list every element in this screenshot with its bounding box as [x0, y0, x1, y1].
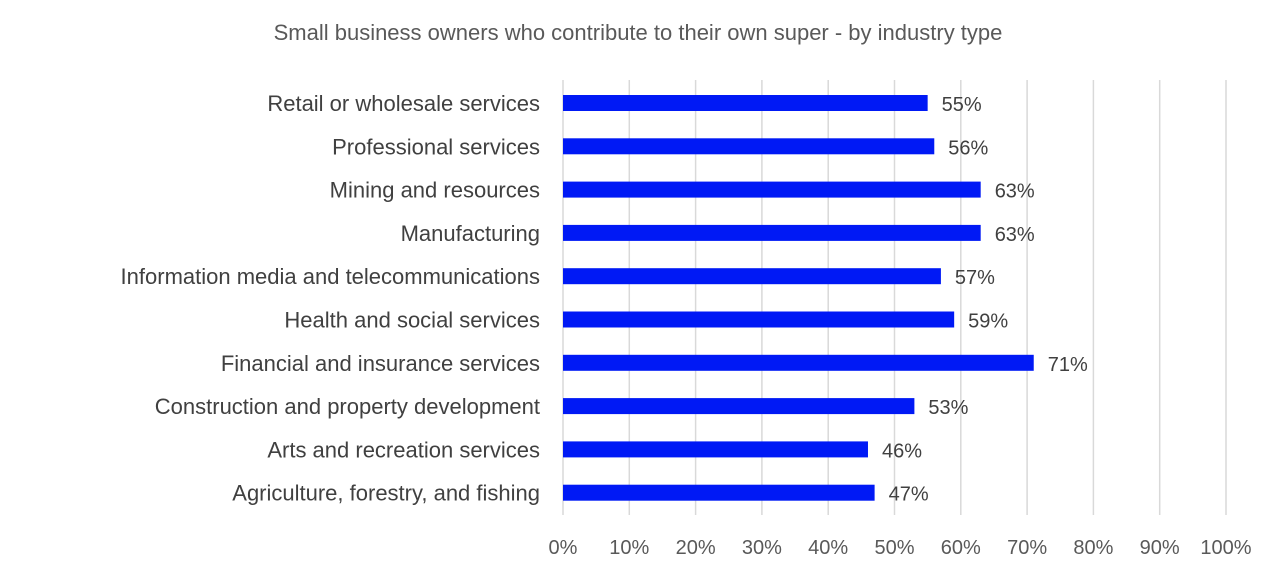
- x-tick-label: 20%: [676, 537, 716, 559]
- x-tick-label: 0%: [549, 537, 578, 559]
- data-label: 53%: [928, 397, 968, 419]
- data-label: 55%: [942, 94, 982, 116]
- category-label: Information media and telecommunications: [121, 264, 540, 289]
- bar: [563, 398, 915, 415]
- bar: [563, 224, 981, 241]
- category-label: Arts and recreation services: [267, 437, 540, 462]
- bar: [563, 354, 1034, 371]
- data-label: 46%: [882, 440, 922, 462]
- bar: [563, 138, 935, 155]
- x-tick-label: 30%: [742, 537, 782, 559]
- data-label: 56%: [948, 137, 988, 159]
- x-tick-label: 70%: [1007, 537, 1047, 559]
- category-label: Health and social services: [284, 308, 540, 333]
- category-label: Retail or wholesale services: [267, 91, 540, 116]
- x-tick-label: 50%: [874, 537, 914, 559]
- data-labels: 55%56%63%63%57%59%71%53%46%47%: [882, 94, 1088, 506]
- data-label: 63%: [995, 181, 1035, 203]
- bar: [563, 95, 928, 111]
- category-label: Construction and property development: [155, 394, 540, 419]
- category-label: Financial and insurance services: [221, 351, 540, 376]
- x-tick-label: 80%: [1073, 537, 1113, 559]
- x-tick-label: 10%: [609, 537, 649, 559]
- x-axis-tick-labels: 0% 10% 20% 30% 40% 50% 60% 70% 80% 90% 100%: [549, 537, 1252, 559]
- category-labels: Retail or wholesale services Professional…: [121, 91, 540, 506]
- category-label: Manufacturing: [401, 221, 540, 246]
- data-label: 63%: [995, 224, 1035, 246]
- x-tick-label: 40%: [808, 537, 848, 559]
- category-label: Mining and resources: [330, 178, 540, 203]
- x-tick-label: 100%: [1200, 537, 1251, 559]
- bar: [563, 268, 941, 285]
- data-label: 71%: [1048, 354, 1088, 376]
- data-label: 47%: [889, 484, 929, 506]
- data-label: 59%: [968, 311, 1008, 333]
- bar: [563, 311, 955, 328]
- bar: [563, 441, 868, 458]
- bar: [563, 181, 981, 198]
- category-label: Agriculture, forestry, and fishing: [232, 481, 540, 506]
- x-tick-label: 60%: [941, 537, 981, 559]
- data-label: 57%: [955, 267, 995, 289]
- bars: [563, 95, 1034, 501]
- category-label: Professional services: [332, 134, 540, 159]
- x-tick-label: 90%: [1140, 537, 1180, 559]
- bar: [563, 484, 875, 501]
- chart-title: Small business owners who contribute to …: [274, 20, 1003, 45]
